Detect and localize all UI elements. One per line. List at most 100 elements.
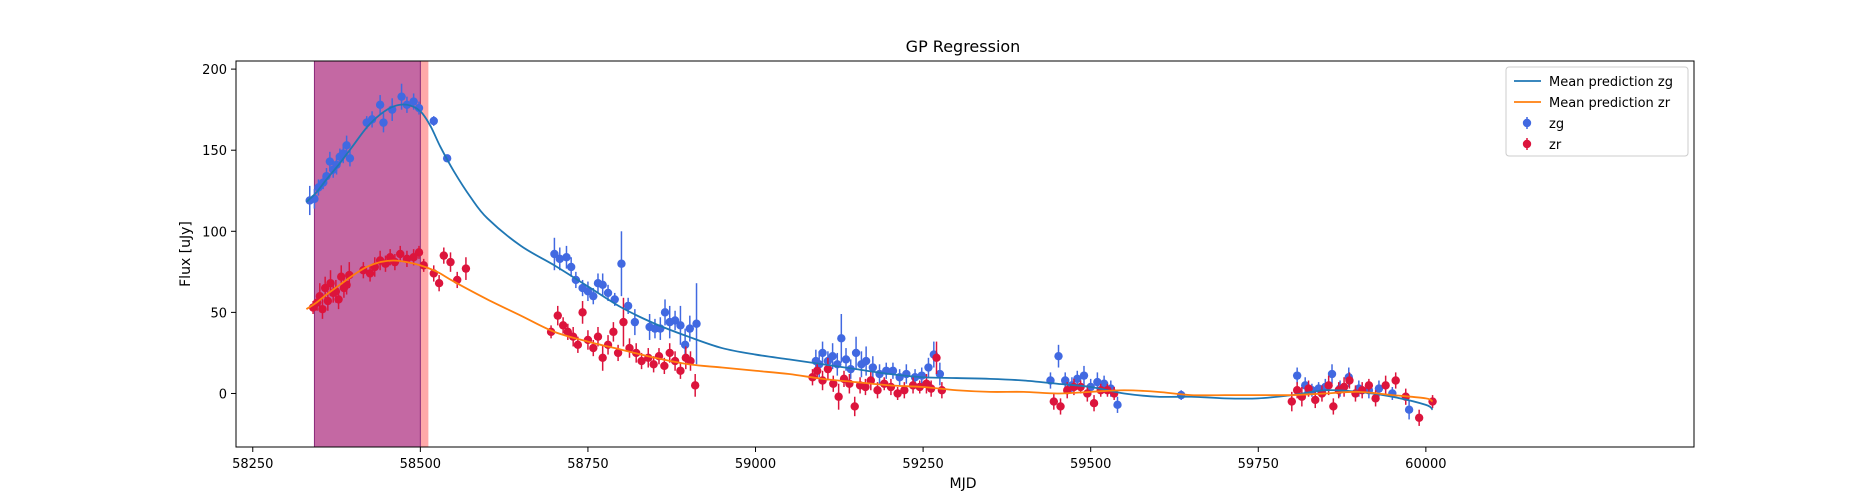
point-zr-5 [323,296,333,306]
point-zr-46 [619,317,628,327]
point-zg-95 [1404,405,1414,414]
point-zr-97 [1311,395,1320,405]
point-zr-108 [1381,381,1390,390]
y-tick-label-100: 100 [202,225,227,240]
axes-frame [235,60,1695,448]
point-zr-54 [665,348,674,358]
chart-title: GP Regression [906,37,1021,56]
point-zr-38 [578,308,587,317]
point-zr-63 [823,364,833,374]
point-zr-70 [861,382,870,392]
x-tick-label-59750: 59750 [1238,457,1279,472]
point-zg-19 [409,97,418,106]
point-zg-57 [851,348,861,358]
point-zg-17 [397,92,406,101]
mean-line-1 [305,259,1434,403]
x-tick-label-58500: 58500 [400,457,441,472]
point-zg-47 [692,319,701,328]
point-zr-40 [589,343,598,353]
y-tick-label-0: 0 [219,387,227,402]
point-zr-72 [873,386,882,395]
point-zg-1 [310,194,319,204]
point-zr-75 [893,389,902,398]
point-zr-76 [900,386,909,395]
point-zr-96 [1304,384,1313,393]
point-zr-59 [690,381,700,390]
point-zr-106 [1364,381,1374,390]
point-zr-68 [850,402,859,411]
point-zr-28 [439,251,449,260]
point-zg-41 [660,308,670,317]
point-zr-100 [1329,402,1338,411]
x-axis-label: MJD [950,476,977,492]
point-zr-58 [686,356,695,366]
point-zg-29 [583,287,593,296]
axes: 58250 58500 58750 59000 59250 59500 59750 60000… [202,60,1695,472]
legend-label-3: zr [1549,138,1562,153]
plot-area [305,61,1437,447]
point-zr-49 [637,356,646,366]
point-zr-27 [434,278,444,288]
point-zr-3 [318,304,327,314]
x-tick-label-60000: 60000 [1405,457,1446,472]
mean-line-0 [305,103,1434,411]
point-zr-65 [834,392,843,401]
point-zr-44 [609,327,618,337]
point-zr-80 [926,384,936,393]
point-zr-31 [461,264,471,273]
point-zr-88 [1083,389,1092,398]
point-zg-13 [367,115,377,124]
point-zg-83 [1292,371,1302,380]
point-zr-29 [446,257,455,267]
x-tick-label-58250: 58250 [232,457,273,472]
point-zr-107 [1371,394,1380,403]
point-zg-52 [828,351,837,361]
point-zg-78 [1093,377,1102,387]
x-tick-label-58750: 58750 [567,457,608,472]
point-zg-88 [1327,369,1337,379]
point-zr-84 [1056,402,1065,411]
point-zr-99 [1324,381,1333,390]
point-zg-63 [888,366,898,375]
point-zg-5 [325,157,335,166]
point-zg-76 [1079,371,1089,380]
y-tick-label-150: 150 [202,144,227,159]
point-zr-103 [1345,376,1354,385]
point-zr-21 [396,249,405,259]
point-zg-75 [1073,374,1082,384]
point-zg-45 [680,340,690,350]
point-zg-60 [868,363,878,372]
point-zg-72 [1054,351,1063,361]
point-zr-83 [1049,397,1059,406]
point-zg-36 [623,301,633,311]
point-zg-44 [676,321,685,330]
point-zr-47 [625,343,634,353]
legend-label-0: Mean prediction zg [1549,75,1673,90]
point-zg-93 [1374,384,1384,393]
series-zr [308,245,1437,426]
point-zr-81 [932,353,941,362]
point-zg-70 [935,369,945,379]
point-zr-23 [409,253,418,262]
legend: Mean prediction zg Mean prediction zr zg zr [1505,66,1689,157]
point-zr-41 [593,332,603,341]
point-zg-24 [555,254,564,264]
point-zr-64 [829,379,838,388]
point-zr-20 [390,257,400,267]
point-zg-14 [375,100,385,109]
point-zr-9 [334,295,343,304]
legend-box [1505,66,1689,157]
point-zg-35 [617,259,626,268]
point-zg-33 [603,288,613,298]
point-zg-59 [861,356,871,366]
y-axis-label: Flux [uJy] [178,221,194,287]
point-zr-74 [886,382,896,392]
point-zr-33 [553,311,562,320]
point-zg-68 [924,363,933,372]
point-zg-20 [414,103,424,113]
point-zr-93 [1287,397,1296,406]
legend-marker-2 [1522,118,1532,128]
legend-label-2: zg [1549,117,1564,132]
point-zr-34 [558,321,568,330]
